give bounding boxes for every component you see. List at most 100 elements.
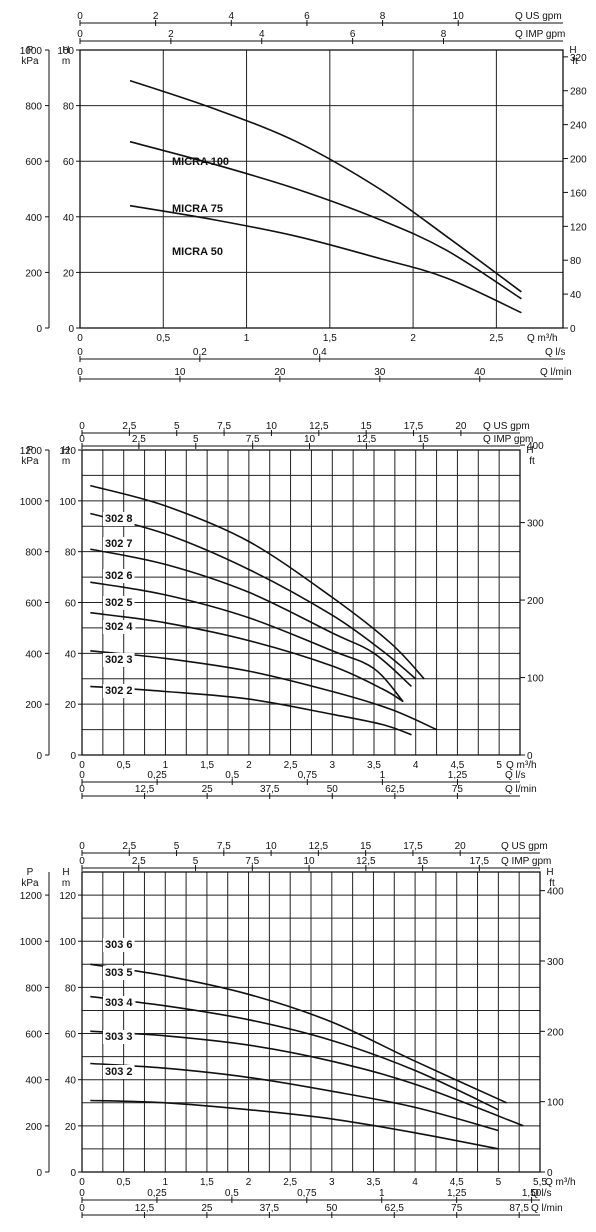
top-axis-tick-label: 12,5 — [309, 841, 329, 852]
series-label-bg — [103, 620, 136, 634]
h-axis-title: H — [62, 45, 69, 56]
x-tick-label: 5,5 — [533, 1177, 547, 1188]
series-line-303-5 — [90, 995, 499, 1111]
x-tick-label: 2,5 — [489, 333, 503, 344]
series-label: 302 5 — [105, 597, 133, 609]
top-axis-tick-label: 2 — [153, 11, 159, 22]
x-tick-label: 5 — [496, 760, 502, 771]
top-axis-tick-label: 15 — [417, 856, 429, 867]
bottom-axis-tick-label: 0,2 — [193, 347, 207, 358]
bottom-axis-tick-label: 0,5 — [225, 770, 239, 781]
top-axis-tick-label: 10 — [304, 434, 316, 445]
chart-panel-303: 020406080100120020040060080010001200PkPa… — [20, 841, 576, 1218]
series-label-bg — [103, 512, 135, 526]
x-tick-label: 0 — [79, 1177, 85, 1188]
top-axis-tick-label: 7,5 — [246, 434, 260, 445]
x-tick-label: 2 — [410, 333, 416, 344]
bottom-axis-tick-label: 25 — [202, 784, 214, 795]
ft-tick-label: 0 — [547, 1168, 553, 1179]
x-tick-label: 4,5 — [450, 1177, 464, 1188]
y-tick-label: 0 — [70, 1168, 76, 1179]
p-axis-unit: kPa — [21, 456, 39, 467]
p-tick-label: 1200 — [20, 446, 43, 457]
series-label: MICRA 100 — [172, 156, 229, 168]
y-tick-label: 20 — [65, 700, 77, 711]
x-tick-label: 4 — [413, 760, 419, 771]
ft-tick-label: 120 — [570, 222, 587, 233]
x-tick-label: 0,5 — [117, 760, 131, 771]
x-tick-label: 0,5 — [117, 1177, 131, 1188]
ft-tick-label: 0 — [570, 324, 576, 335]
p-axis-unit: kPa — [21, 878, 39, 889]
top-axis-tick-label: 8 — [380, 11, 386, 22]
bottom-axis-tick-label: 0,5 — [225, 1188, 239, 1199]
y-tick-label: 120 — [59, 891, 76, 902]
bottom-axis-tick-label: 1,25 — [448, 770, 468, 781]
bottom-axis-tick-label: 0,75 — [297, 1188, 317, 1199]
x-tick-label: 2,5 — [284, 760, 298, 771]
top-axis-tick-label: 15 — [418, 434, 430, 445]
series-line-302-5 — [90, 581, 404, 703]
x-tick-label: 3,5 — [367, 760, 381, 771]
y-tick-label: 40 — [63, 213, 75, 224]
top-axis-title: Q IMP gpm — [483, 434, 533, 445]
bottom-axis-tick-label: 0 — [79, 1203, 85, 1214]
x-axis-title: Q m³/h — [545, 1177, 576, 1188]
top-axis-tick-label: 0 — [79, 841, 85, 852]
bottom-axis-title: Q l/min — [531, 1203, 563, 1214]
p-tick-label: 600 — [25, 599, 42, 610]
chart-panel-micra: 02040608010002004006008001000PkPaHm04080… — [20, 11, 587, 382]
ft-tick-label: 300 — [547, 957, 564, 968]
y-tick-label: 40 — [65, 1076, 77, 1087]
top-axis-tick-label: 2 — [168, 29, 174, 40]
p-tick-label: 600 — [25, 157, 42, 168]
x-tick-label: 3 — [330, 760, 336, 771]
bottom-axis-tick-label: 0 — [79, 784, 85, 795]
p-tick-label: 400 — [25, 213, 42, 224]
series-label: 302 8 — [105, 513, 133, 525]
top-axis-tick-label: 5 — [193, 856, 199, 867]
bottom-axis-title: Q l/s — [505, 770, 526, 781]
ft-tick-label: 300 — [527, 519, 544, 530]
top-axis-tick-label: 7,5 — [245, 856, 259, 867]
ft-axis-title: H — [569, 45, 576, 56]
y-tick-label: 60 — [63, 157, 75, 168]
bottom-axis-tick-label: 40 — [474, 367, 486, 378]
plot-frame — [81, 871, 541, 1173]
top-axis-tick-label: 4 — [259, 29, 265, 40]
y-tick-label: 40 — [65, 649, 77, 660]
ft-tick-label: 400 — [547, 887, 564, 898]
top-axis-title: Q IMP gpm — [501, 856, 551, 867]
y-tick-label: 60 — [65, 599, 77, 610]
top-axis-tick-label: 15 — [361, 421, 373, 432]
series-line-micra-75 — [129, 140, 522, 300]
series-label-bg — [103, 996, 136, 1010]
top-axis-tick-label: 0 — [79, 421, 85, 432]
bottom-axis-tick-label: 62,5 — [385, 784, 405, 795]
top-axis-tick-label: 12,5 — [309, 421, 329, 432]
h-axis-title: H — [62, 867, 69, 878]
ft-tick-label: 80 — [570, 256, 582, 267]
series-line-302-7 — [90, 512, 417, 680]
h-axis-unit: m — [62, 456, 70, 467]
p-tick-label: 400 — [25, 1076, 42, 1087]
y-tick-label: 80 — [65, 983, 77, 994]
series-line-303-4 — [90, 1030, 524, 1127]
y-tick-label: 80 — [63, 102, 75, 113]
p-axis-title: P — [27, 45, 34, 56]
x-tick-label: 2,5 — [283, 1177, 297, 1188]
top-axis-tick-label: 10 — [266, 841, 278, 852]
series-label: 302 7 — [105, 538, 133, 550]
bottom-axis-tick-label: 1,25 — [447, 1188, 467, 1199]
top-axis-tick-label: 7,5 — [217, 841, 231, 852]
ft-axis-unit: ft — [529, 456, 535, 467]
top-axis-title: Q US gpm — [501, 841, 548, 852]
p-axis-unit: kPa — [21, 56, 39, 67]
p-tick-label: 400 — [25, 649, 42, 660]
series-label: 302 4 — [105, 621, 133, 633]
ft-tick-label: 320 — [570, 53, 587, 64]
top-axis-tick-label: 2,5 — [132, 856, 146, 867]
ft-axis-unit: ft — [572, 56, 578, 67]
bottom-axis-tick-label: 37,5 — [260, 784, 280, 795]
